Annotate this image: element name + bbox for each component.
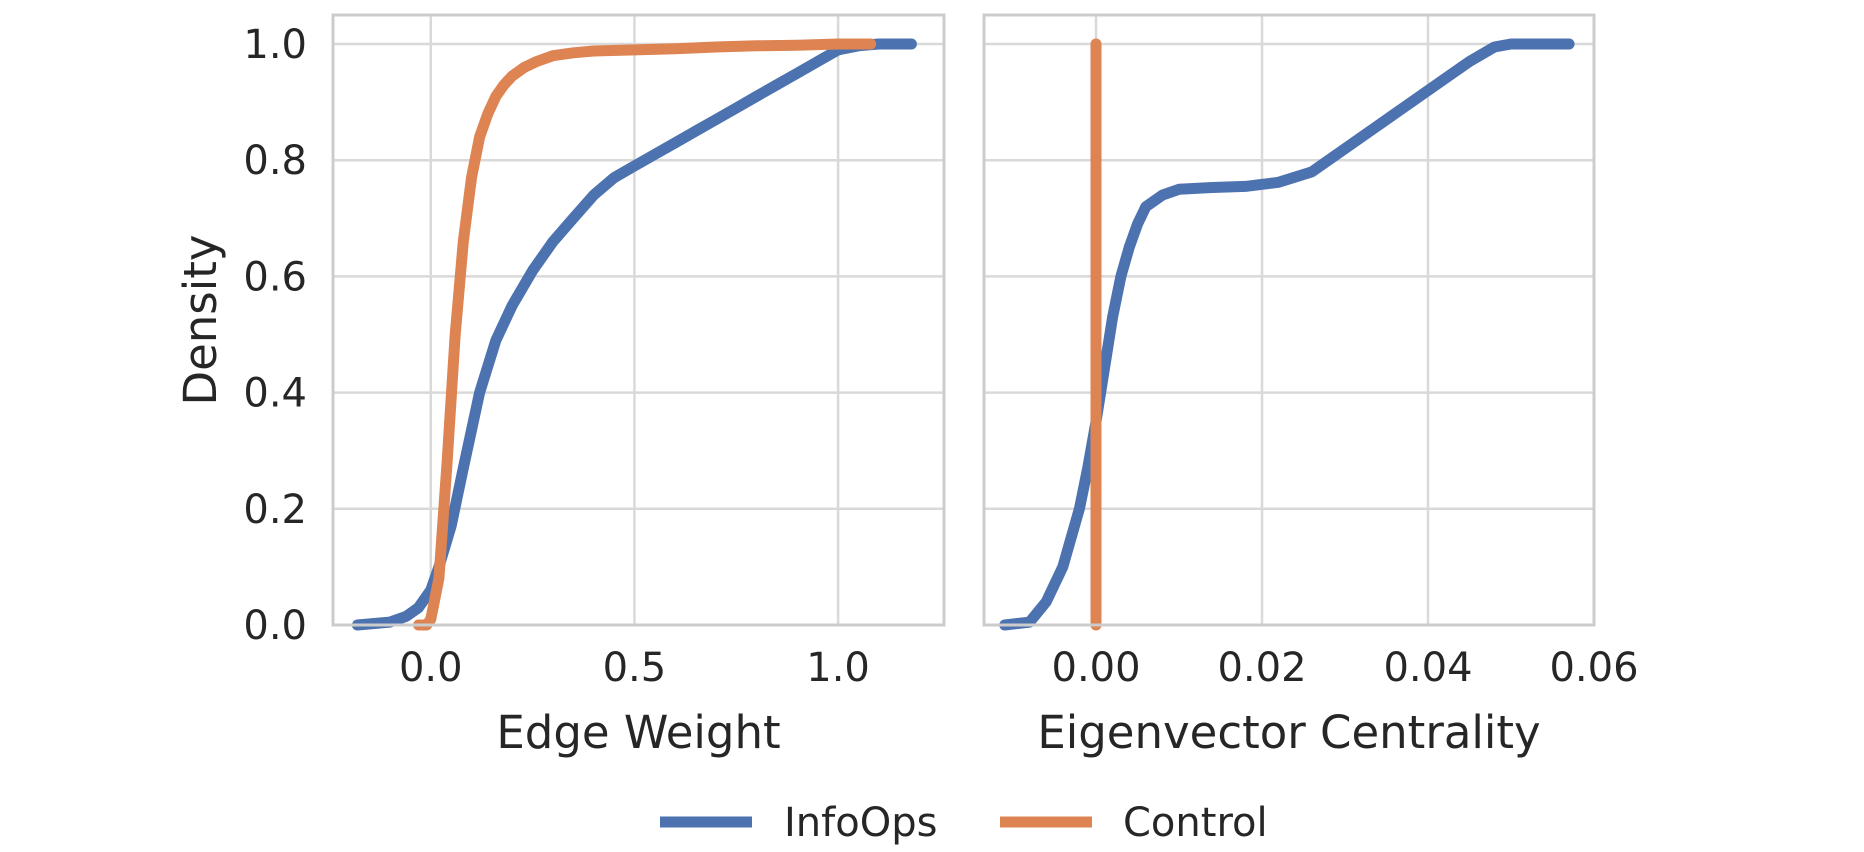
eigenvector-centrality-frame xyxy=(982,13,1596,627)
eigenvector-centrality-axes: 0.00 0.02 0.04 0.06 Eigenvector Centrality xyxy=(982,13,1639,759)
legend-label-control: Control xyxy=(1123,800,1268,846)
edge-weight-ticks: 0.0 0.5 1.0 0.0 0.2 0.4 0.6 0.8 1.0 xyxy=(243,22,870,691)
edge-weight-series xyxy=(351,38,917,631)
legend-label-infoops: InfoOps xyxy=(784,800,937,846)
eigenvector-centrality-x-tick-label: 0.02 xyxy=(1217,645,1306,691)
edge-weight-y-tick-label: 1.0 xyxy=(243,22,307,68)
edge-weight-y-tick-label: 0.8 xyxy=(243,138,307,184)
edge-weight-x-tick-label: 1.0 xyxy=(806,645,870,691)
edge-weight-axes: 0.0 0.5 1.00.00.20.40.60.81.0 Edge Weight … xyxy=(174,13,946,759)
edge-weight-y-tick-label: 0.6 xyxy=(243,254,307,300)
eigenvector-centrality-x-tick-label: 0.00 xyxy=(1052,645,1141,691)
eigenvector-centrality-series xyxy=(999,38,1575,631)
edge-weight-x-tick-label: 0.0 xyxy=(399,645,463,691)
edge-weight-y-tick-label: 0.2 xyxy=(243,487,307,533)
legend: InfoOps Control xyxy=(660,800,1268,846)
eigenvector-centrality-x-tick-label: 0.04 xyxy=(1383,645,1472,691)
density-y-axis-label: Density xyxy=(174,234,227,405)
eigenvector-centrality-series-infoops xyxy=(999,38,1575,631)
edge-weight-x-axis-label: Edge Weight xyxy=(496,706,780,759)
edge-weight-series-control xyxy=(413,38,877,631)
edge-weight-grid xyxy=(333,15,944,627)
eigenvector-centrality-x-tick-label: 0.06 xyxy=(1549,645,1638,691)
edge-weight-y-tick-label: 0.0 xyxy=(243,603,307,649)
eigenvector-centrality-x-axis-label: Eigenvector Centrality xyxy=(1037,706,1540,759)
edge-weight-frame xyxy=(331,13,946,627)
edge-weight-x-tick-label: 0.5 xyxy=(603,645,667,691)
edge-weight-y-tick-label: 0.4 xyxy=(243,371,307,417)
eigenvector-centrality-ticks: 0.00 0.02 0.04 0.06 xyxy=(1052,645,1639,691)
